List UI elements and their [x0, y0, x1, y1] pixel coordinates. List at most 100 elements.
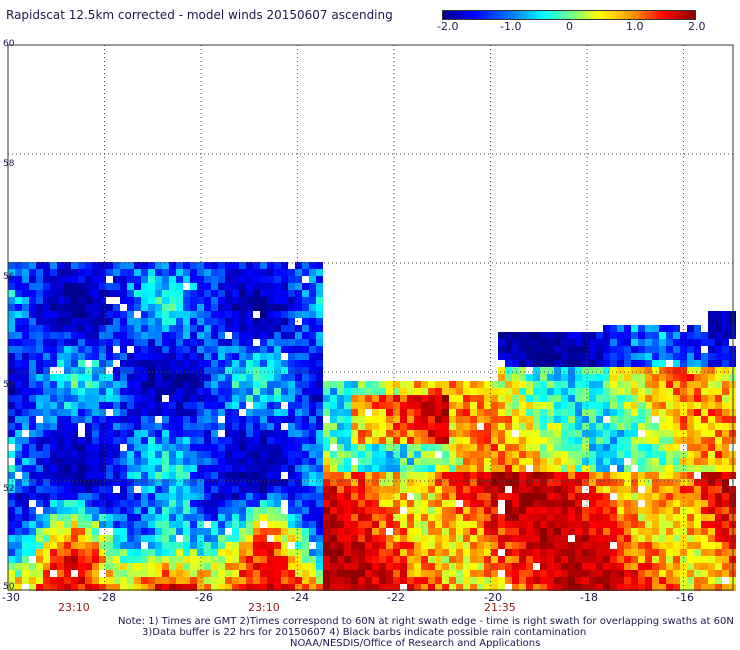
- data-cell: [71, 346, 78, 353]
- data-cell: [204, 444, 211, 451]
- data-cell: [603, 451, 610, 458]
- data-cell: [708, 444, 715, 451]
- data-cell: [8, 451, 15, 458]
- data-cell: [645, 521, 652, 528]
- data-cell: [666, 423, 673, 430]
- data-cell: [491, 381, 498, 388]
- data-cell: [638, 451, 645, 458]
- data-cell: [610, 374, 617, 381]
- data-cell: [232, 276, 239, 283]
- data-cell: [162, 388, 169, 395]
- data-cell: [71, 353, 78, 360]
- data-cell: [582, 549, 589, 556]
- data-cell: [372, 584, 379, 591]
- data-cell: [449, 451, 456, 458]
- data-cell: [274, 304, 281, 311]
- data-cell: [407, 577, 414, 584]
- data-cell: [43, 283, 50, 290]
- data-cell: [281, 367, 288, 374]
- data-cell: [239, 535, 246, 542]
- data-cell: [554, 423, 561, 430]
- data-cell: [106, 269, 113, 276]
- data-cell: [456, 577, 463, 584]
- data-cell: [8, 437, 15, 444]
- data-cell: [253, 374, 260, 381]
- data-cell: [596, 549, 603, 556]
- data-cell: [414, 381, 421, 388]
- data-cell: [78, 444, 85, 451]
- data-cell: [127, 395, 134, 402]
- data-cell: [141, 535, 148, 542]
- data-cell: [120, 297, 127, 304]
- data-cell: [533, 437, 540, 444]
- data-cell: [540, 535, 547, 542]
- data-cell: [680, 556, 687, 563]
- data-cell: [701, 493, 708, 500]
- data-cell: [218, 402, 225, 409]
- data-cell: [8, 465, 15, 472]
- data-cell: [239, 402, 246, 409]
- data-cell: [71, 542, 78, 549]
- data-cell: [687, 584, 694, 591]
- data-cell: [197, 472, 204, 479]
- data-cell: [204, 430, 211, 437]
- data-cell: [449, 584, 456, 591]
- data-cell: [148, 570, 155, 577]
- data-cell: [470, 409, 477, 416]
- data-cell: [183, 381, 190, 388]
- data-cell: [638, 458, 645, 465]
- data-cell: [197, 332, 204, 339]
- data-cell: [50, 479, 57, 486]
- data-cell: [239, 283, 246, 290]
- data-cell: [92, 290, 99, 297]
- data-cell: [379, 542, 386, 549]
- data-cell: [533, 584, 540, 591]
- data-cell: [190, 304, 197, 311]
- data-cell: [519, 339, 526, 346]
- data-cell: [64, 465, 71, 472]
- data-cell: [22, 535, 29, 542]
- data-cell: [512, 374, 519, 381]
- data-cell: [414, 437, 421, 444]
- data-cell: [29, 535, 36, 542]
- data-cell: [211, 542, 218, 549]
- data-cell: [183, 304, 190, 311]
- data-cell: [155, 318, 162, 325]
- data-cell: [169, 577, 176, 584]
- data-cell: [309, 318, 316, 325]
- data-cell: [631, 458, 638, 465]
- data-cell: [652, 486, 659, 493]
- data-cell: [505, 570, 512, 577]
- data-cell: [204, 395, 211, 402]
- data-cell: [99, 297, 106, 304]
- data-cell: [225, 472, 232, 479]
- data-cell: [498, 542, 505, 549]
- data-cell: [106, 332, 113, 339]
- data-cell: [155, 570, 162, 577]
- data-cell: [309, 262, 316, 269]
- data-cell: [162, 493, 169, 500]
- data-cell: [106, 409, 113, 416]
- data-cell: [673, 563, 680, 570]
- data-cell: [582, 367, 589, 374]
- data-cell: [225, 570, 232, 577]
- data-cell: [610, 395, 617, 402]
- data-cell: [617, 549, 624, 556]
- data-cell: [29, 318, 36, 325]
- data-cell: [442, 388, 449, 395]
- data-cell: [575, 472, 582, 479]
- data-cell: [169, 290, 176, 297]
- data-cell: [617, 458, 624, 465]
- data-cell: [484, 521, 491, 528]
- data-cell: [267, 542, 274, 549]
- data-cell: [92, 570, 99, 577]
- data-cell: [526, 346, 533, 353]
- data-cell: [302, 451, 309, 458]
- data-cell: [281, 465, 288, 472]
- data-cell: [78, 332, 85, 339]
- data-cell: [64, 458, 71, 465]
- data-cell: [407, 437, 414, 444]
- data-cell: [442, 381, 449, 388]
- data-cell: [428, 430, 435, 437]
- data-cell: [582, 388, 589, 395]
